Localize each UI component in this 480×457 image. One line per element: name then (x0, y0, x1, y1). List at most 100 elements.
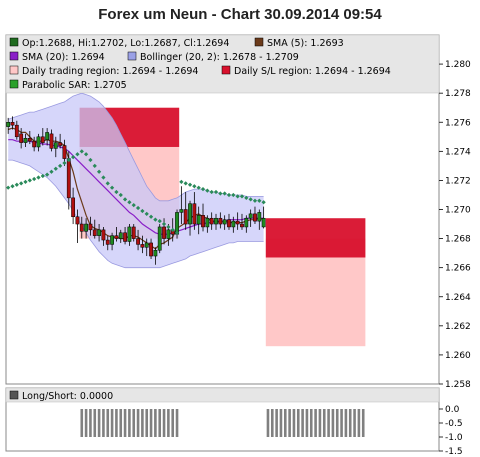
longshort-bar-1-62 (275, 409, 278, 437)
candle-12 (58, 133, 63, 149)
sar-point-23 (105, 181, 110, 186)
longshort-bar-1-60 (266, 409, 270, 437)
longshort-bar-1-68 (301, 409, 304, 437)
sar-point-9 (45, 172, 50, 177)
legend-entry-5: Daily S/L region: 1.2694 - 1.2694 (234, 66, 391, 77)
longshort-bar-0-26 (119, 409, 123, 437)
candle-24 (110, 232, 114, 251)
price-tick-6: 1.270 (445, 206, 471, 216)
legend-swatch-2 (9, 51, 19, 61)
longshort-bar-0-38 (171, 409, 175, 437)
price-layer (6, 93, 366, 347)
candle-8 (40, 128, 45, 146)
legend-entry-2: SMA (20): 1.2694 (22, 52, 105, 63)
longshort-bar-0-27 (123, 409, 127, 437)
sar-point-13 (62, 160, 67, 166)
sar-point-56 (248, 197, 253, 202)
price-tick-1: 1.260 (445, 351, 471, 361)
sar-point-58 (257, 198, 262, 203)
sar-point-1 (10, 184, 15, 189)
longshort-axis: 0.0 -0.5 -1.0 -1.5 (439, 405, 463, 457)
sl-region-3 (265, 218, 366, 258)
candle-7 (36, 133, 41, 152)
sar-point-17 (79, 149, 84, 154)
longshort-bar-1-80 (353, 409, 356, 437)
sar-point-8 (40, 173, 45, 179)
legend: Op:1.2688, Hi:1.2702, Lo:1.2687, Cl:1.26… (9, 37, 391, 91)
sar-point-14 (66, 157, 71, 163)
sar-point-54 (239, 194, 245, 199)
sar-point-46 (205, 188, 210, 193)
plot-content (6, 93, 366, 347)
longshort-bar-0-35 (158, 409, 162, 437)
legend-swatch-6 (9, 79, 19, 89)
longshort-tick-1: -0.5 (445, 419, 463, 429)
sar-point-20 (92, 163, 97, 168)
legend-swatch-3 (127, 51, 137, 61)
legend-swatch-4 (9, 65, 19, 75)
candle-35 (157, 224, 162, 254)
candle-53 (235, 212, 240, 230)
longshort-bar-1-64 (283, 409, 287, 437)
chart-title: Forex um Neun - Chart 30.09.2014 09:54 (98, 6, 382, 23)
sar-point-5 (27, 178, 32, 183)
candle-0 (6, 117, 11, 134)
sar-point-25 (114, 189, 119, 195)
sar-point-51 (226, 192, 232, 198)
sar-point-27 (122, 197, 128, 202)
longshort-bar-0-37 (167, 409, 170, 437)
longshort-bar-1-82 (361, 409, 365, 437)
sar-point-43 (192, 184, 197, 189)
candle-48 (214, 213, 218, 230)
sar-point-4 (23, 179, 28, 184)
sar-point-24 (109, 185, 115, 190)
longshort-tick-2: -1.0 (445, 433, 463, 443)
candle-33 (149, 238, 153, 259)
sar-point-10 (49, 169, 54, 174)
longshort-bar-0-36 (162, 409, 166, 437)
candle-40 (179, 186, 184, 225)
longshort-bar-1-79 (348, 409, 352, 437)
candle-18 (84, 218, 89, 239)
candle-23 (105, 235, 110, 251)
longshort-bar-0-22 (102, 409, 105, 437)
candle-47 (209, 212, 214, 230)
longshort-bars (80, 409, 365, 437)
sar-point-44 (196, 185, 201, 190)
candle-55 (244, 215, 249, 233)
candle-58 (257, 209, 262, 230)
candle-16 (75, 209, 80, 243)
sar-point-47 (209, 189, 214, 195)
price-tick-5: 1.268 (445, 235, 471, 245)
longshort-bar-1-71 (314, 409, 317, 437)
longshort-bar-0-21 (97, 409, 101, 437)
legend-entry-3: Bollinger (20, 2): 1.2678 - 1.2709 (140, 52, 299, 63)
legend-entry-6: Parabolic SAR: 1.2705 (22, 80, 127, 91)
sar-point-7 (36, 175, 41, 180)
candle-21 (97, 224, 101, 242)
sar-point-37 (166, 224, 171, 230)
candle-43 (192, 192, 197, 230)
sar-point-40 (179, 179, 184, 184)
sar-point-6 (32, 176, 37, 182)
candle-34 (153, 247, 158, 265)
price-axis: 1.258 1.260 1.262 1.264 1.266 1.268 1.270 1.272… (439, 60, 471, 390)
longshort-bar-0-24 (110, 409, 114, 437)
sar-point-35 (157, 219, 162, 224)
candle-11 (53, 136, 58, 158)
sar-point-55 (244, 195, 249, 200)
candle-3 (19, 128, 24, 149)
longshort-bar-1-65 (288, 409, 291, 437)
candle-54 (240, 213, 244, 230)
sar-point-29 (131, 203, 136, 208)
longshort-bar-1-74 (327, 409, 330, 437)
longshort-bar-0-20 (93, 409, 97, 437)
longshort-bar-1-75 (331, 409, 335, 437)
candle-56 (248, 209, 253, 227)
candle-1 (10, 116, 15, 130)
candle-32 (144, 238, 149, 257)
longshort-bar-0-25 (115, 409, 118, 437)
candle-26 (118, 229, 123, 243)
candle-44 (196, 206, 201, 235)
